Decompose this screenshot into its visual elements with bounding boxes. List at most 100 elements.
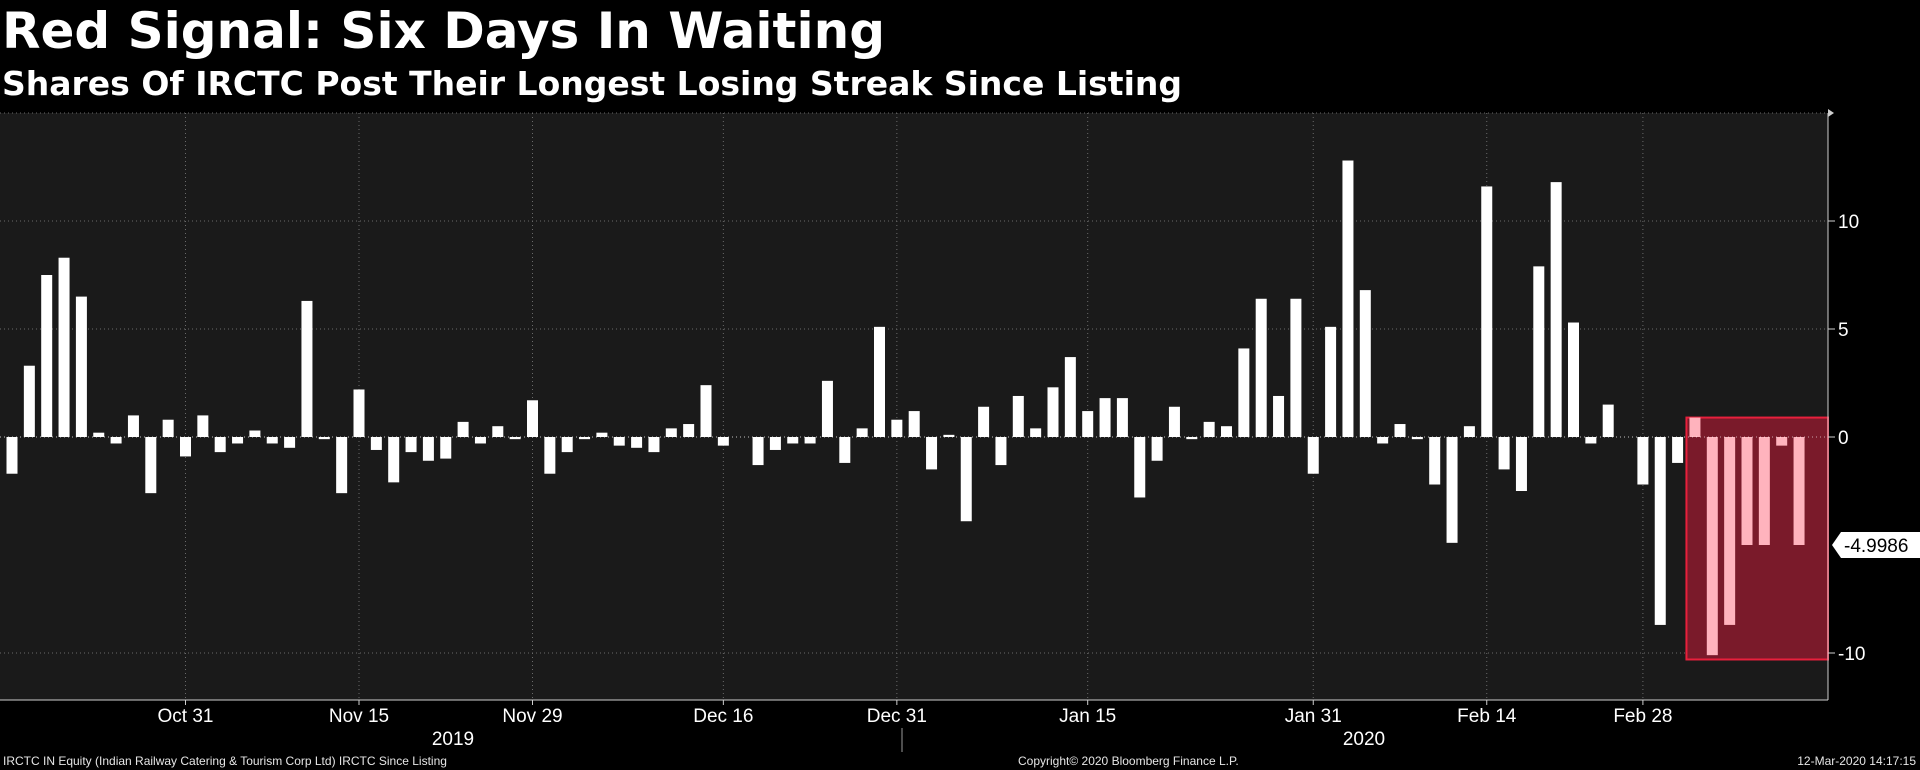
x-tick-label: Dec 16 [693, 706, 753, 727]
bar [162, 419, 174, 437]
y-axis-arrow [1828, 109, 1834, 117]
bar [1672, 437, 1684, 463]
bar [1689, 417, 1701, 437]
bar [318, 437, 330, 440]
bar [1342, 160, 1354, 437]
bar [561, 437, 573, 453]
bar [440, 437, 452, 459]
x-tick-label: Nov 15 [329, 706, 389, 727]
year-label-2019: 2019 [432, 729, 474, 750]
last-value-label: -4.9986 [1844, 536, 1908, 557]
bar [874, 326, 885, 437]
bar [839, 437, 851, 463]
bar [1758, 437, 1770, 545]
y-tick-label: 5 [1838, 320, 1849, 341]
bar [596, 432, 608, 437]
bar [492, 426, 504, 437]
bar [58, 257, 70, 437]
bar [926, 437, 938, 470]
chart-title: Red Signal: Six Days In Waiting [2, 2, 885, 60]
bar [474, 437, 486, 444]
bar [180, 437, 191, 457]
bar [145, 437, 157, 494]
bar [457, 421, 469, 437]
bar [769, 437, 781, 450]
bar [1481, 186, 1493, 437]
bar [1550, 182, 1562, 437]
bar [1463, 426, 1475, 437]
chart-subtitle: Shares Of IRCTC Post Their Longest Losin… [2, 64, 1183, 103]
bar [544, 437, 556, 474]
bar [266, 437, 278, 444]
bar [1099, 398, 1111, 437]
bar [249, 430, 261, 437]
bar [700, 385, 712, 437]
bar [787, 437, 799, 444]
bar [1221, 426, 1232, 437]
bar [1307, 437, 1319, 474]
bar [1394, 424, 1406, 437]
x-tick-label: Oct 31 [158, 706, 214, 727]
bar [284, 437, 296, 448]
bar [1273, 395, 1285, 437]
footer-source: IRCTC IN Equity (Indian Railway Catering… [3, 754, 447, 768]
bar [388, 437, 400, 483]
bar [6, 437, 18, 474]
year-label-2020: 2020 [1343, 729, 1385, 750]
bar [1359, 290, 1371, 437]
y-tick-label: 0 [1838, 428, 1849, 449]
bar [665, 428, 677, 437]
x-tick-label: Jan 15 [1059, 706, 1116, 727]
bar [1238, 348, 1250, 437]
bar [1168, 406, 1180, 437]
footer-copyright: Copyright© 2020 Bloomberg Finance L.P. [1018, 754, 1239, 768]
bar [1776, 437, 1788, 446]
bar [1255, 298, 1267, 437]
bar [1724, 437, 1736, 625]
bar [752, 437, 764, 466]
bar [41, 275, 53, 437]
y-tick-label: 10 [1838, 212, 1859, 233]
bar [683, 424, 695, 437]
bar [353, 389, 365, 437]
bar [1377, 437, 1389, 444]
bar [1134, 437, 1146, 498]
bar [1082, 411, 1094, 437]
bar [1637, 437, 1649, 485]
bar [232, 437, 244, 444]
bar [301, 300, 313, 437]
footer: IRCTC IN Equity (Indian Railway Catering… [0, 752, 1920, 770]
bar [1654, 437, 1666, 625]
bar [1012, 395, 1024, 437]
bar [1186, 437, 1198, 440]
bar [1116, 398, 1128, 437]
bar [1064, 357, 1076, 437]
bar [717, 437, 729, 446]
bar [1533, 266, 1545, 437]
bar [648, 437, 660, 453]
x-tick-label: Nov 29 [502, 706, 562, 727]
x-tick-label: Feb 14 [1457, 706, 1517, 727]
bar [943, 434, 955, 437]
x-tick-label: Dec 31 [867, 706, 927, 727]
bar [23, 365, 35, 437]
bar [197, 415, 209, 437]
bar [1030, 428, 1042, 437]
bar [804, 437, 816, 444]
bar [75, 296, 87, 437]
bar [1793, 437, 1805, 545]
bar [1498, 437, 1510, 470]
bar [1446, 437, 1458, 543]
bar [110, 437, 122, 444]
bar [1568, 322, 1579, 437]
bar [509, 437, 521, 440]
bar [527, 400, 538, 437]
bar [1741, 437, 1753, 545]
bar [891, 419, 903, 437]
bar [1411, 437, 1423, 440]
bar [579, 437, 591, 440]
bar [405, 437, 417, 453]
bar [1706, 437, 1718, 656]
bar-chart: 10 5 0 -10 -4.9986 Oct 31 Nov 15 Nov 29 Dec 16 De… [0, 109, 1920, 752]
x-tick-label: Feb 28 [1613, 706, 1672, 727]
